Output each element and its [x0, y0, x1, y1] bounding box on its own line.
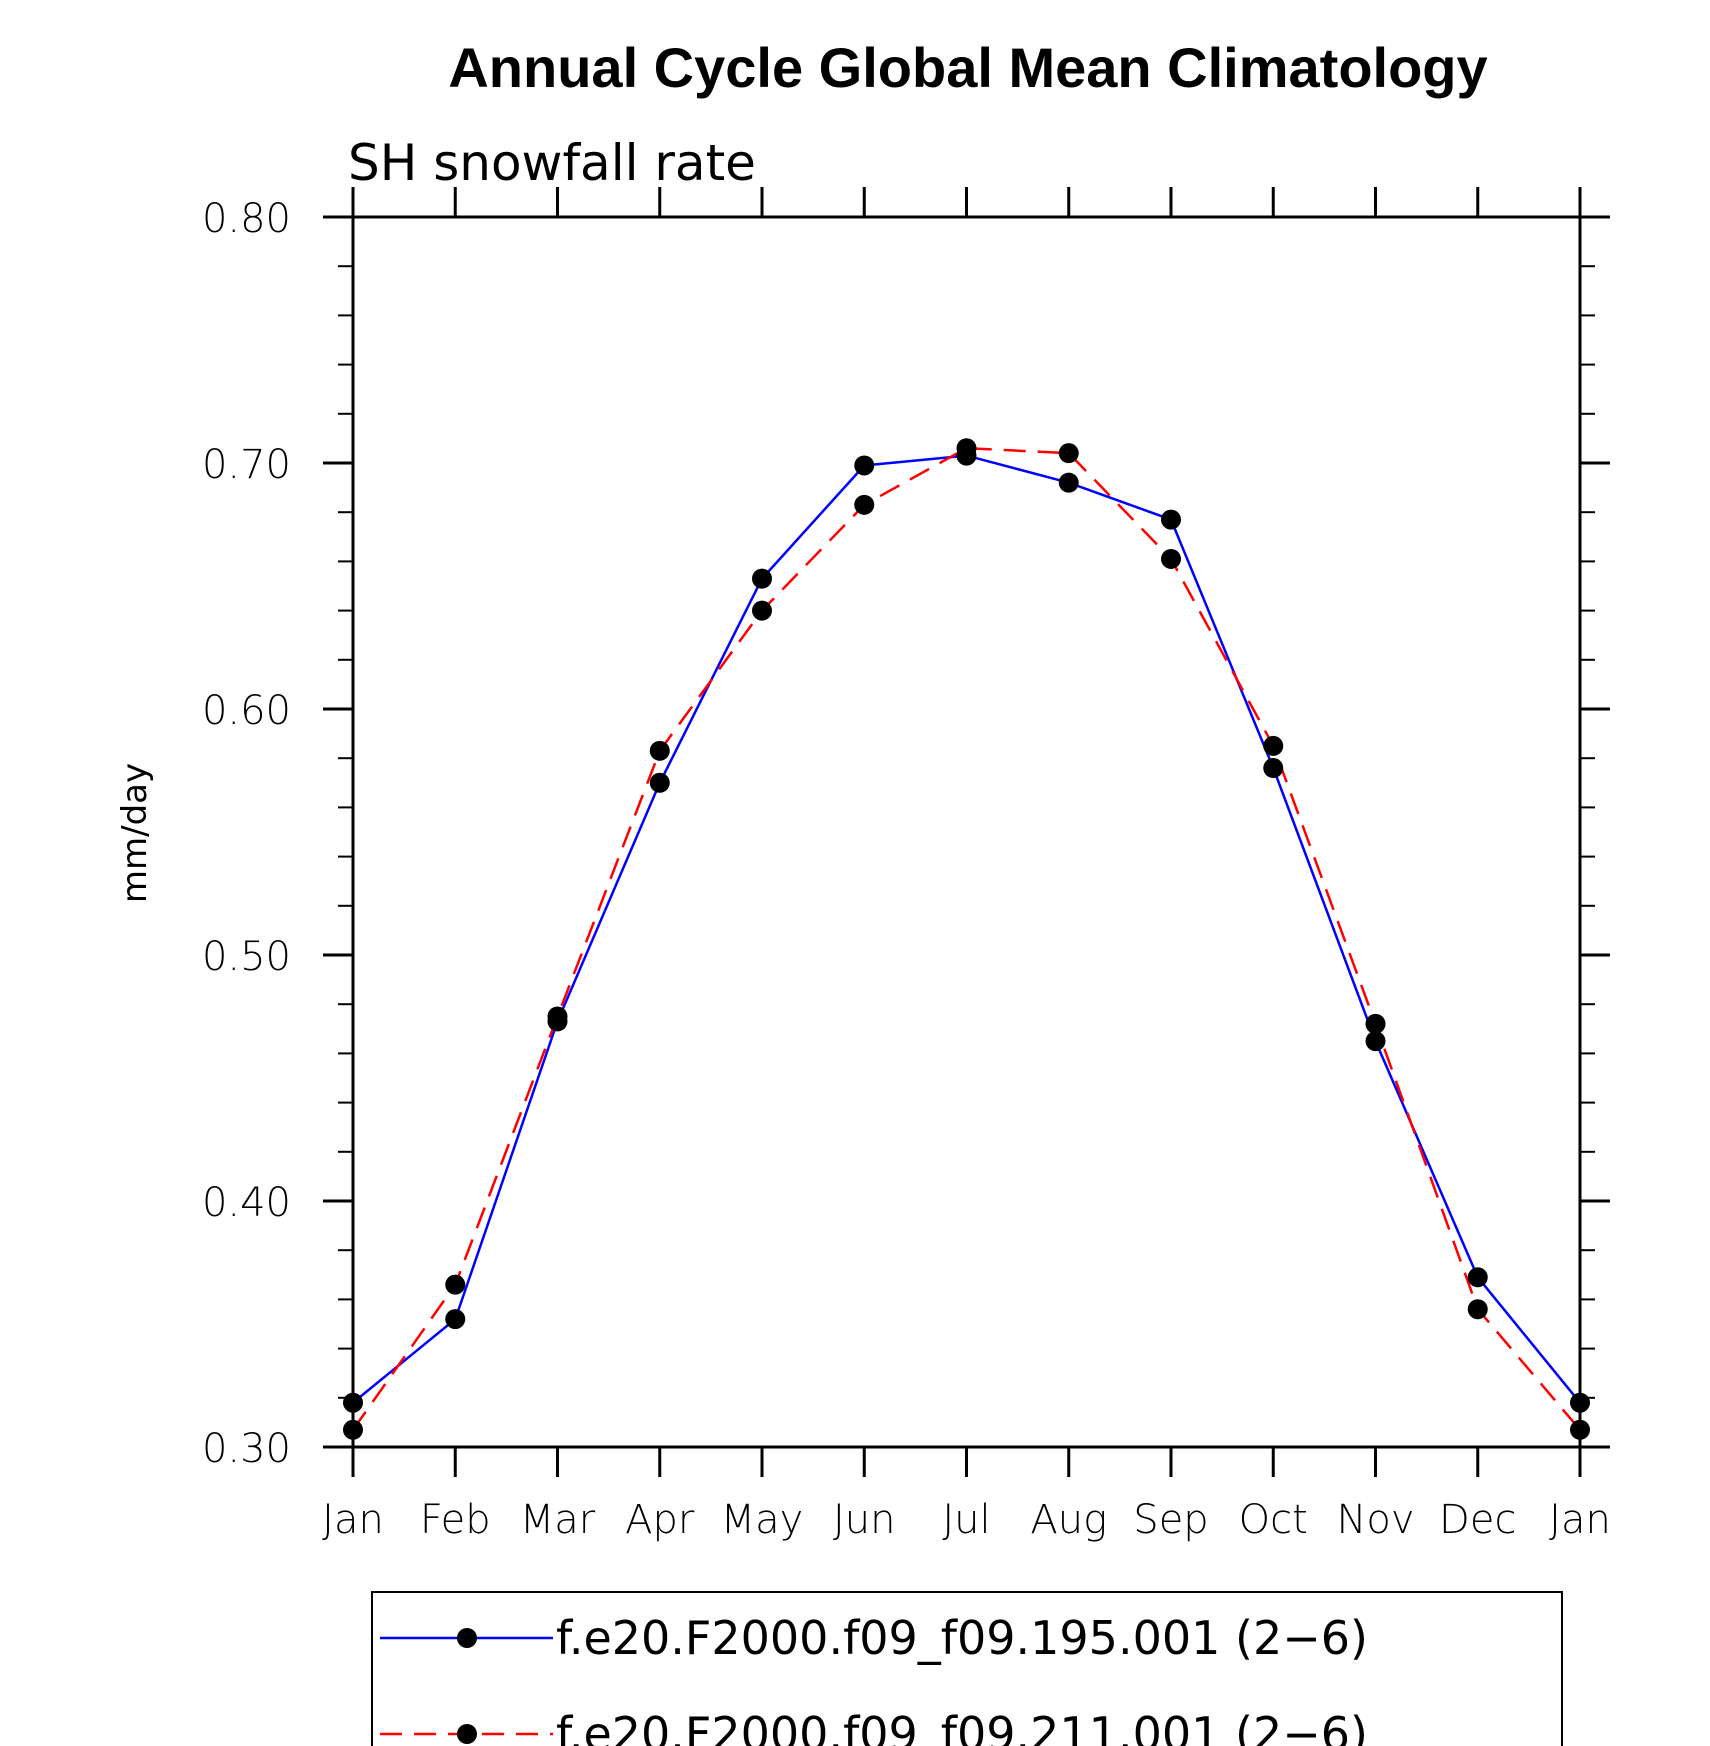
y-tick-label: 0.80	[202, 196, 291, 242]
legend-marker-1	[457, 1628, 477, 1648]
data-point-series-2	[649, 740, 670, 761]
data-point-series-2	[1467, 1299, 1488, 1320]
data-point-series-2	[1263, 735, 1284, 756]
legend-label-2: f.e20.F2000.f09_f09.211.001 (2−6)	[556, 1707, 1368, 1746]
legend-label-1: f.e20.F2000.f09_f09.195.001 (2−6)	[556, 1611, 1368, 1665]
x-tick-label: Jul	[942, 1497, 990, 1543]
data-point-series-1	[1467, 1267, 1488, 1288]
data-point-series-1	[649, 772, 670, 793]
data-point-series-1	[343, 1392, 363, 1413]
data-point-series-2	[854, 494, 875, 515]
x-tick-label: Aug	[1030, 1497, 1107, 1543]
data-point-series-2	[547, 1006, 568, 1027]
x-tick-label: May	[721, 1497, 804, 1543]
data-point-series-2	[752, 600, 772, 621]
y-tick-label: 0.30	[202, 1426, 291, 1472]
x-tick-label: Mar	[520, 1497, 596, 1543]
x-tick-label: Feb	[420, 1497, 491, 1543]
data-point-series-2	[445, 1274, 466, 1295]
y-tick-label: 0.70	[202, 442, 291, 488]
x-tick-label: Dec	[1439, 1497, 1516, 1543]
data-point-series-2	[956, 438, 977, 459]
data-point-series-1	[1161, 509, 1181, 530]
data-point-series-2	[1161, 548, 1181, 569]
series-layer	[343, 438, 1590, 1440]
legend-box	[371, 1591, 1563, 1746]
y-tick-label: 0.60	[202, 688, 291, 734]
data-point-series-1	[1058, 472, 1079, 493]
data-point-series-1	[1570, 1392, 1590, 1413]
x-tick-label: Apr	[625, 1497, 695, 1543]
data-point-series-1	[1263, 758, 1284, 779]
data-point-series-2	[343, 1419, 363, 1440]
axis-ticks: 0.30 0.40 0.50 0.60 0.70 0.80 Jan Feb Mar Apr May J…	[202, 187, 1611, 1543]
series-line-1	[352, 454, 1581, 1404]
y-tick-label: 0.40	[202, 1180, 291, 1226]
data-point-series-1	[854, 455, 875, 476]
x-tick-label: Jan	[322, 1497, 384, 1543]
series-line-2	[351, 446, 1581, 1431]
x-tick-label: Jan	[1549, 1497, 1611, 1543]
data-point-series-2	[1365, 1013, 1386, 1034]
x-tick-label: Sep	[1133, 1497, 1208, 1543]
data-point-series-2	[1570, 1419, 1590, 1440]
data-point-series-1	[1365, 1031, 1386, 1052]
legend: f.e20.F2000.f09_f09.195.001 (2−6) f.e20.…	[371, 1591, 1563, 1746]
data-point-series-1	[445, 1309, 466, 1330]
y-tick-label: 0.50	[202, 934, 291, 980]
data-point-series-2	[1058, 443, 1079, 464]
x-tick-label: Oct	[1239, 1497, 1308, 1543]
plot-frame	[351, 215, 1582, 1449]
data-point-series-1	[752, 568, 772, 589]
x-tick-label: Nov	[1336, 1497, 1414, 1543]
x-tick-label: Jun	[833, 1497, 896, 1543]
y-axis-label: mm/day	[115, 763, 155, 903]
chart-subtitle: SH snowfall rate	[348, 134, 756, 192]
legend-marker-2	[457, 1724, 477, 1744]
chart-title: Annual Cycle Global Mean Climatology	[448, 36, 1487, 99]
